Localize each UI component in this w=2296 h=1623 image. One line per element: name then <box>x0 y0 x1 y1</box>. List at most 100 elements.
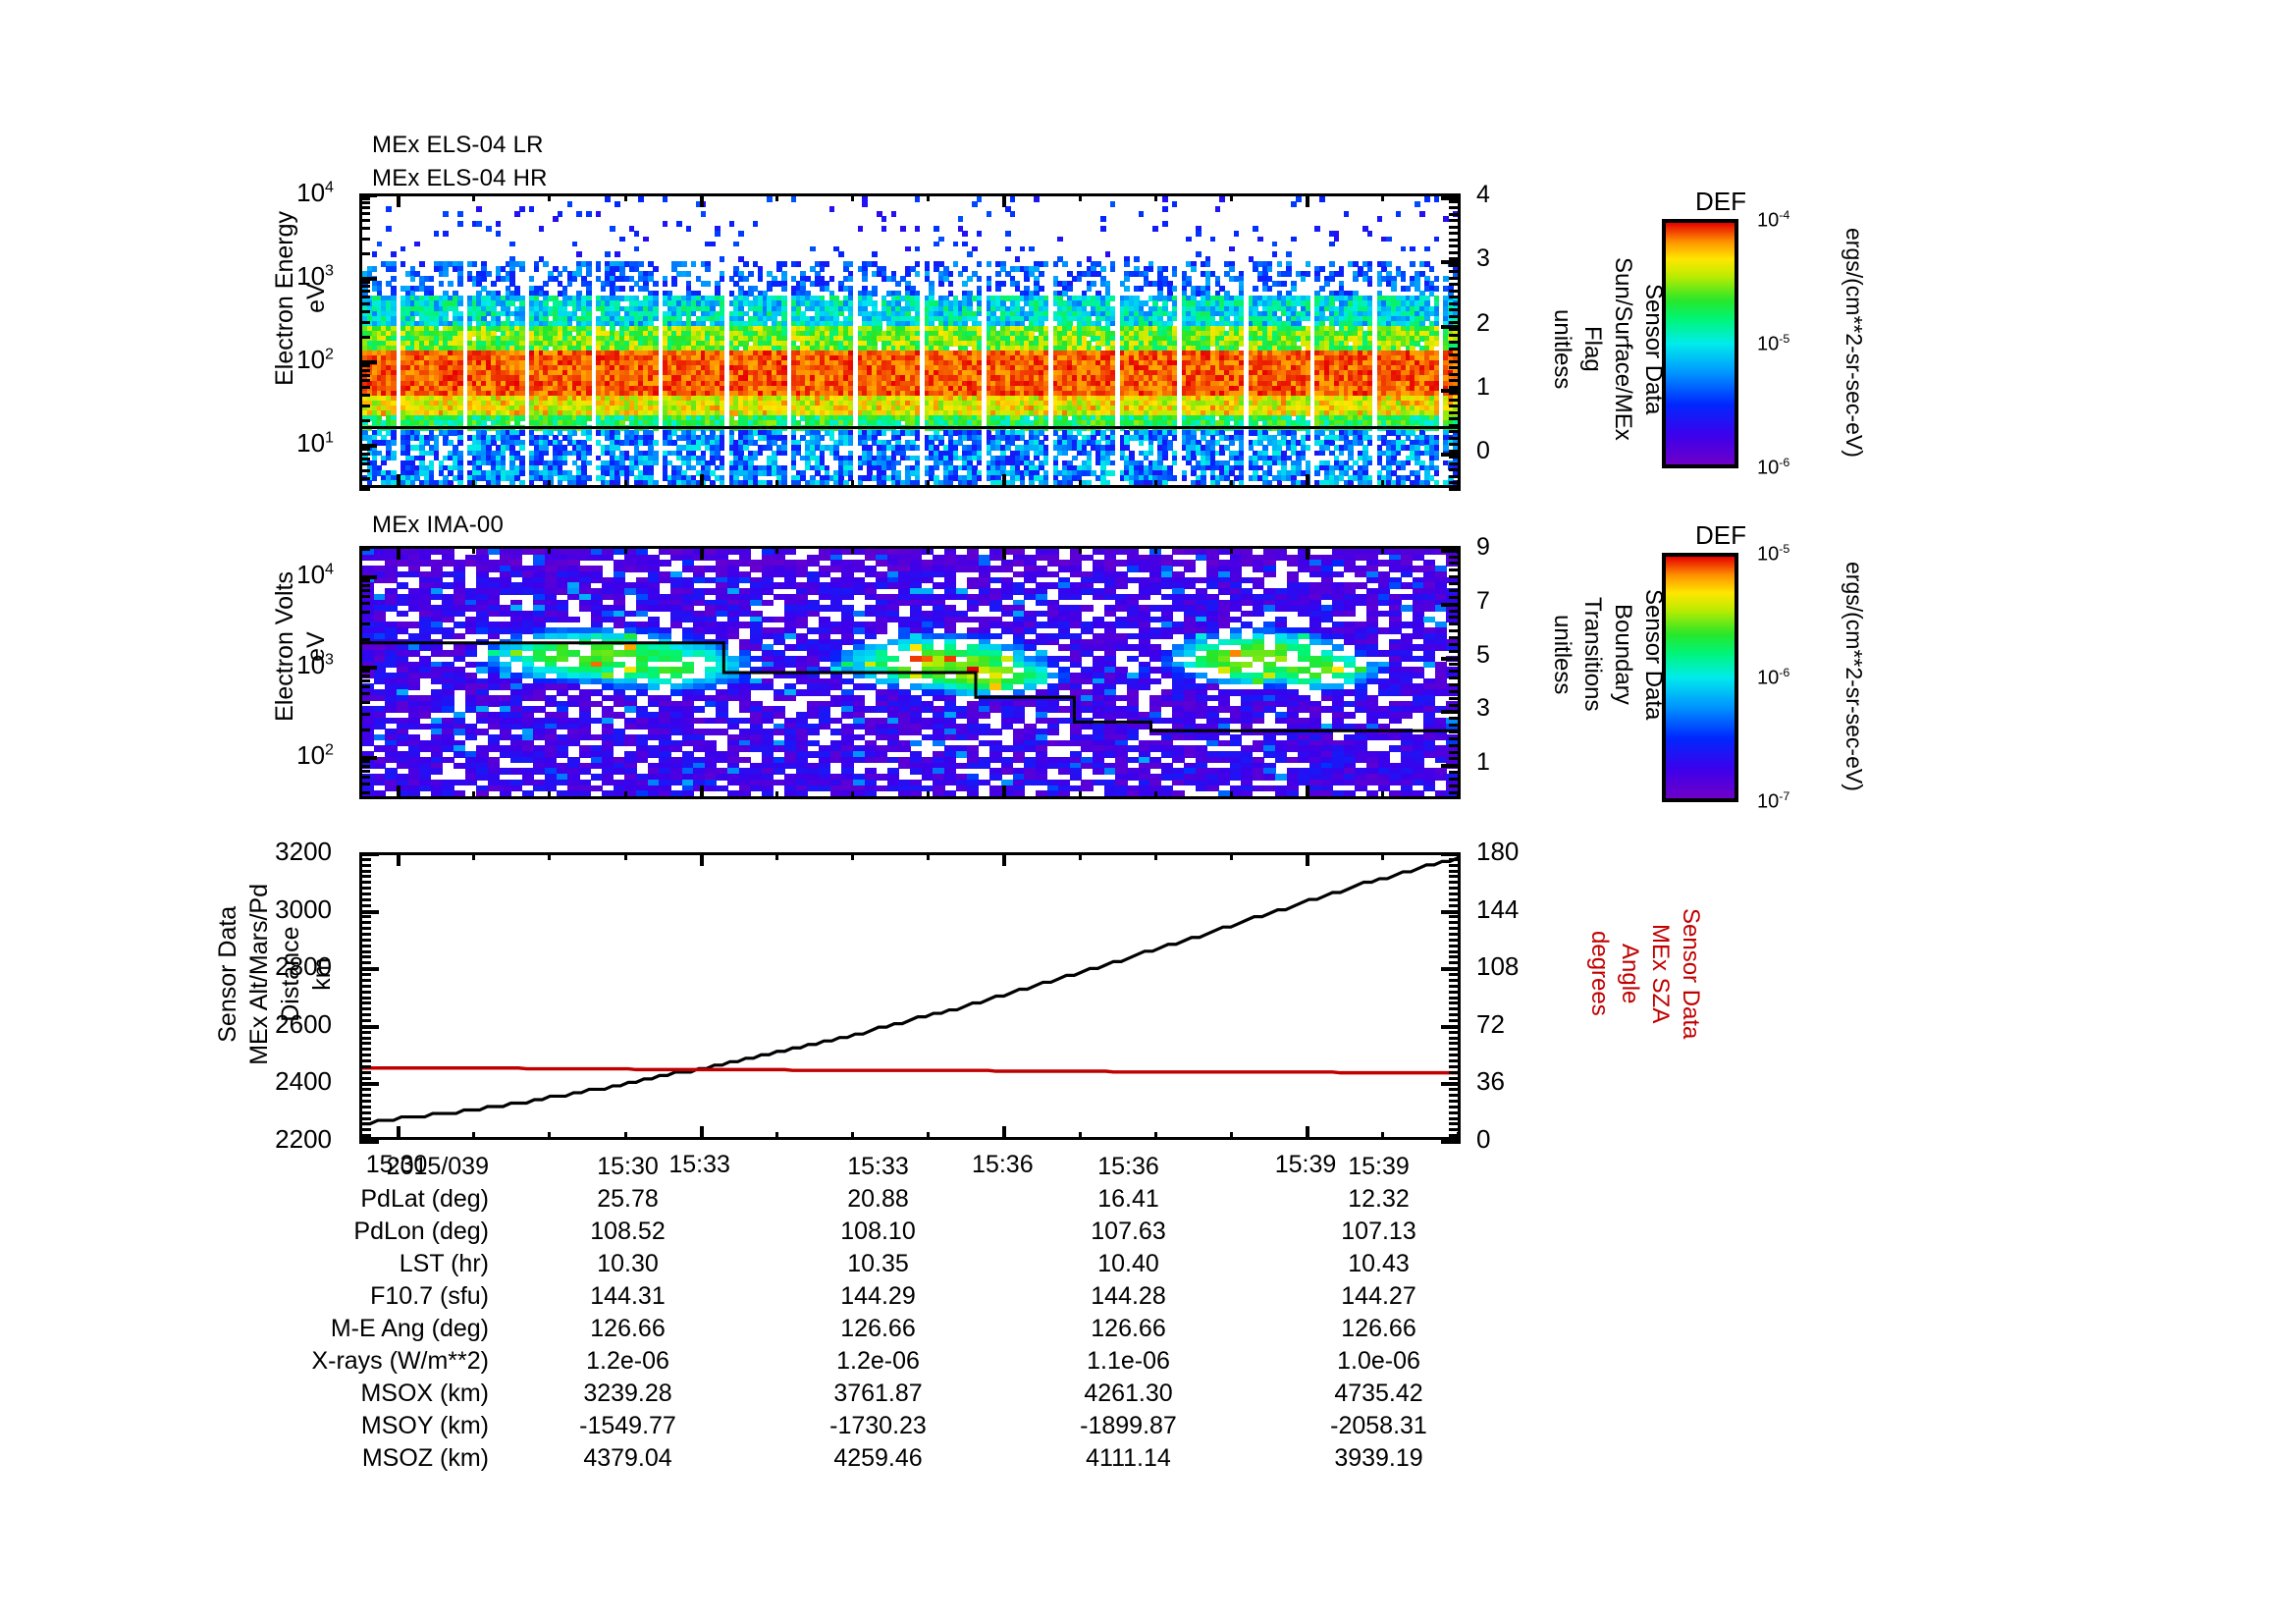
x-axis-tick <box>1306 1126 1309 1140</box>
x-axis-tick <box>1306 193 1309 207</box>
axis-tick-label: 2 <box>1476 309 1490 338</box>
table-cell: 3239.28 <box>503 1378 753 1410</box>
table-cell: 4379.04 <box>503 1442 753 1475</box>
altitude-sza-panel[interactable] <box>359 852 1461 1140</box>
axis-tick-label: 2200 <box>275 1124 332 1155</box>
els-spectrogram-panel[interactable] <box>359 193 1461 488</box>
table-cell: 126.66 <box>753 1313 1003 1345</box>
panel2-right-axis-label: Sensor Data Boundary Transitions unitless <box>1547 589 1669 720</box>
x-axis-minor-tick <box>472 1132 476 1140</box>
x-axis-minor-tick <box>623 480 627 488</box>
table-cell: 10.43 <box>1254 1248 1504 1280</box>
table-cell: 108.10 <box>753 1216 1003 1248</box>
colorbar2-bottom-label: 10-7 <box>1757 789 1789 814</box>
axis-tick-label: 0 <box>1476 437 1490 465</box>
colorbar1-top-label: 10-4 <box>1757 208 1789 233</box>
table-cell: -1549.77 <box>503 1410 753 1442</box>
table-cell: 15:30 <box>503 1151 753 1183</box>
table-cell: 3761.87 <box>753 1378 1003 1410</box>
x-axis-tick <box>1306 852 1309 866</box>
table-cell: 4735.42 <box>1254 1378 1504 1410</box>
x-axis-minor-tick <box>548 852 552 860</box>
table-row-label: PdLon (deg) <box>185 1216 503 1248</box>
x-axis-minor-tick <box>1078 791 1082 799</box>
table-row: 2015/039 15:30 15:33 15:36 15:39 <box>185 1151 1504 1183</box>
axis-tick-label: 103 <box>296 650 334 680</box>
x-axis-tick-label: 15:33 <box>668 1151 730 1179</box>
x-axis-minor-tick <box>472 546 476 554</box>
table-cell: 10.35 <box>753 1248 1003 1280</box>
table-cell: 12.32 <box>1254 1183 1504 1216</box>
table-row: PdLon (deg) 108.52 108.10 107.63 107.13 <box>185 1216 1504 1248</box>
axis-tick-label: 3 <box>1476 244 1490 273</box>
x-axis-tick-label: 15:30 <box>366 1151 428 1179</box>
axis-tick-label: 3000 <box>275 894 332 925</box>
table-row: PdLat (deg) 25.78 20.88 16.41 12.32 <box>185 1183 1504 1216</box>
x-axis-minor-tick <box>548 480 552 488</box>
x-axis-minor-tick <box>1457 852 1461 860</box>
table-cell: -1899.87 <box>1003 1410 1254 1442</box>
table-cell: 1.0e-06 <box>1254 1345 1504 1378</box>
x-axis-tick <box>1002 474 1007 488</box>
x-axis-minor-tick <box>1153 546 1157 554</box>
x-axis-minor-tick <box>774 852 778 860</box>
colorbar2-top-label: 10-5 <box>1757 542 1789 567</box>
x-axis-tick <box>1002 1126 1007 1140</box>
table-row: LST (hr) 10.30 10.35 10.40 10.43 <box>185 1248 1504 1280</box>
x-axis-minor-tick <box>1078 546 1082 554</box>
x-axis-minor-tick <box>1229 852 1233 860</box>
x-axis-minor-tick <box>548 193 552 201</box>
x-axis-minor-tick <box>548 1132 552 1140</box>
x-axis-minor-tick <box>774 546 778 554</box>
x-axis-minor-tick <box>774 1132 778 1140</box>
axis-tick-label: 101 <box>296 428 334 459</box>
x-axis-minor-tick <box>623 1132 627 1140</box>
x-axis-minor-tick <box>472 791 476 799</box>
axis-tick-label: 72 <box>1476 1009 1505 1040</box>
ima-spectrogram-panel[interactable] <box>359 546 1461 799</box>
table-row-label: 2015/039 <box>185 1151 503 1183</box>
table-cell: -2058.31 <box>1254 1410 1504 1442</box>
x-axis-tick <box>397 852 400 866</box>
x-axis-tick <box>397 1126 400 1140</box>
table-row-label: M-E Ang (deg) <box>185 1313 503 1345</box>
table-row-label: F10.7 (sfu) <box>185 1280 503 1313</box>
table-cell: 144.31 <box>503 1280 753 1313</box>
axis-tick-label: 36 <box>1476 1066 1505 1097</box>
table-row: MSOY (km) -1549.77 -1730.23 -1899.87 -2058.3… <box>185 1410 1504 1442</box>
panel1-right-axis-label: Sensor Data Sun/Surface/MEx Flag unitless <box>1547 257 1669 441</box>
x-axis-minor-tick <box>472 480 476 488</box>
x-axis-minor-tick <box>1229 791 1233 799</box>
x-axis-tick <box>699 193 704 207</box>
x-axis-minor-tick <box>1229 546 1233 554</box>
colorbar2-mid-label: 10-6 <box>1757 666 1789 690</box>
x-axis-minor-tick <box>851 480 854 488</box>
table-row-label: PdLat (deg) <box>185 1183 503 1216</box>
table-cell: 107.63 <box>1003 1216 1254 1248</box>
axis-tick-label: 2600 <box>275 1009 332 1040</box>
x-axis-minor-tick <box>927 193 931 201</box>
table-row: X-rays (W/m**2) 1.2e-06 1.2e-06 1.1e-06 1.0e… <box>185 1345 1504 1378</box>
axis-tick-label: 3 <box>1476 694 1490 723</box>
axis-tick-label: 0 <box>1476 1124 1490 1155</box>
axis-tick-label: 144 <box>1476 894 1519 925</box>
x-axis-minor-tick <box>1381 1132 1385 1140</box>
x-axis-minor-tick <box>1153 480 1157 488</box>
x-axis-minor-tick <box>1381 480 1385 488</box>
colorbar1-bottom-label: 10-6 <box>1757 456 1789 480</box>
table-row-label: LST (hr) <box>185 1248 503 1280</box>
x-axis-minor-tick <box>851 193 854 201</box>
x-axis-tick <box>699 1126 704 1140</box>
x-axis-minor-tick <box>1153 791 1157 799</box>
axis-tick-label: 102 <box>296 740 334 771</box>
table-row-label: MSOZ (km) <box>185 1442 503 1475</box>
table-cell: 126.66 <box>1254 1313 1504 1345</box>
x-axis-minor-tick <box>1078 852 1082 860</box>
colorbar1-mid-label: 10-5 <box>1757 332 1789 356</box>
table-cell: 16.41 <box>1003 1183 1254 1216</box>
x-axis-minor-tick <box>1229 1132 1233 1140</box>
table-cell: 126.66 <box>1003 1313 1254 1345</box>
x-axis-tick <box>1002 546 1007 560</box>
axis-tick-label: 102 <box>296 345 334 375</box>
x-axis-minor-tick <box>774 193 778 201</box>
